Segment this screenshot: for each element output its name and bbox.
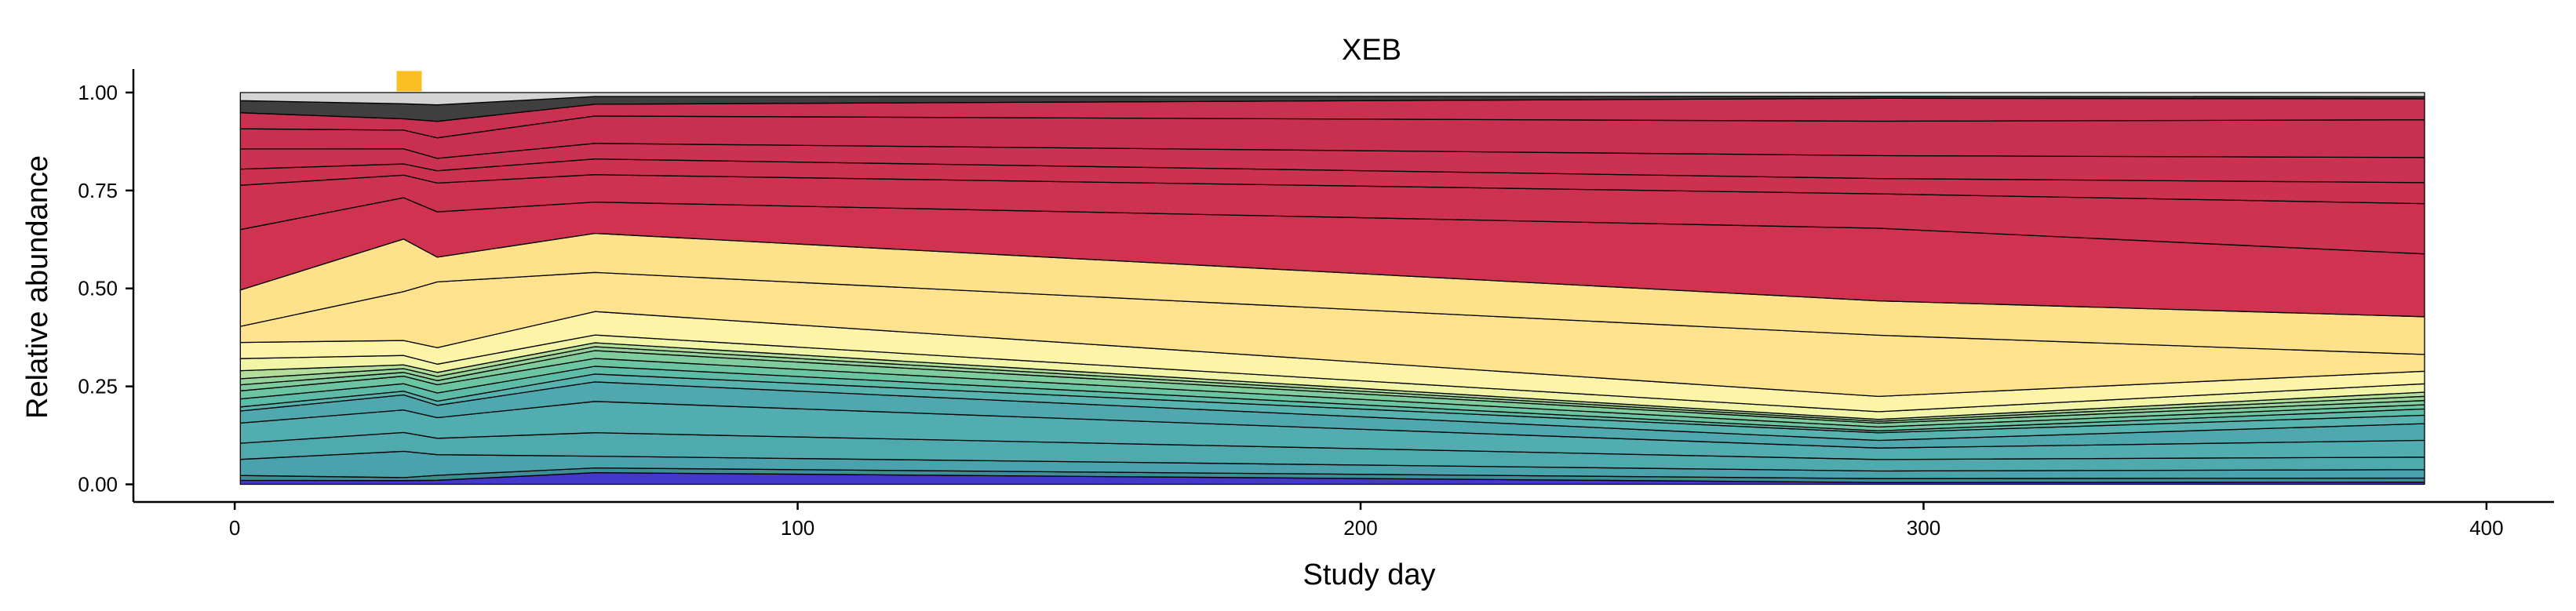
- x-tick-label: 400: [2469, 516, 2503, 540]
- area-layers: [239, 92, 2425, 486]
- y-tick-label: 0.25: [78, 375, 118, 398]
- marker-layer: [396, 71, 422, 92]
- x-tick-label: 200: [1343, 516, 1377, 540]
- y-tick-label: 0.50: [78, 277, 118, 300]
- chart-title: XEB: [1342, 34, 1401, 67]
- area-layer-24: [239, 92, 2425, 106]
- x-tick-label: 100: [781, 516, 814, 540]
- y-tick-label: 0.75: [78, 179, 118, 202]
- event-marker: [396, 71, 422, 92]
- y-tick-label: 1.00: [78, 81, 118, 104]
- x-tick-label: 0: [229, 516, 240, 540]
- y-axis: 0.00 0.25 0.50 0.75 1.00: [78, 69, 135, 502]
- y-tick-label: 0.00: [78, 473, 118, 496]
- x-axis: 0 100 200 300 400: [133, 500, 2554, 540]
- x-axis-title: Study day: [1303, 558, 1436, 591]
- y-axis-title: Relative abundance: [21, 155, 54, 419]
- x-tick-label: 300: [1907, 516, 1940, 540]
